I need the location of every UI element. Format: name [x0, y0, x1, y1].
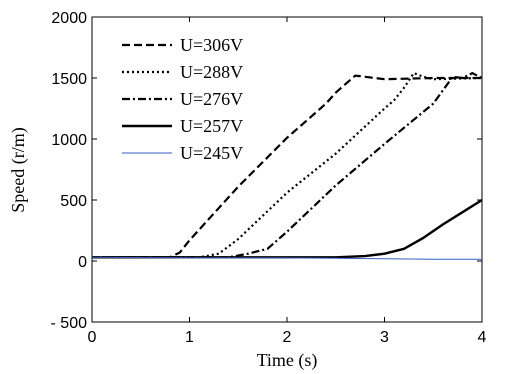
x-tick-label: 0: [88, 329, 97, 346]
series-line-u-306v: [92, 74, 482, 259]
y-tick-label: 1000: [51, 132, 87, 149]
legend-label: U=245V: [180, 143, 243, 163]
x-tick-label: 1: [185, 329, 194, 346]
y-tick-label: 500: [60, 193, 87, 210]
legend-label: U=276V: [180, 89, 243, 109]
x-tick-label: 4: [478, 329, 487, 346]
y-tick-label: 2000: [51, 10, 87, 27]
y-axis-title: Speed (r/m): [8, 127, 29, 212]
legend-label: U=306V: [180, 35, 243, 55]
legend-label: U=288V: [180, 62, 243, 82]
series-layer: [91, 71, 483, 260]
y-tick-label: 1500: [51, 71, 87, 88]
y-tick-label: 0: [78, 254, 87, 271]
series-line-u-257v: [92, 198, 483, 259]
series-line-u-276v: [92, 71, 483, 259]
x-tick-label: 3: [380, 329, 389, 346]
x-tick-label: 2: [283, 329, 292, 346]
series-line-u-245v: [91, 256, 482, 260]
legend-label: U=257V: [180, 116, 243, 136]
legend: U=306V U=288V U=276V U=257V U=245V: [122, 35, 243, 163]
x-axis-title: Time (s): [257, 350, 318, 371]
y-tick-label: - 500: [51, 315, 88, 332]
plot-area: [91, 16, 483, 323]
